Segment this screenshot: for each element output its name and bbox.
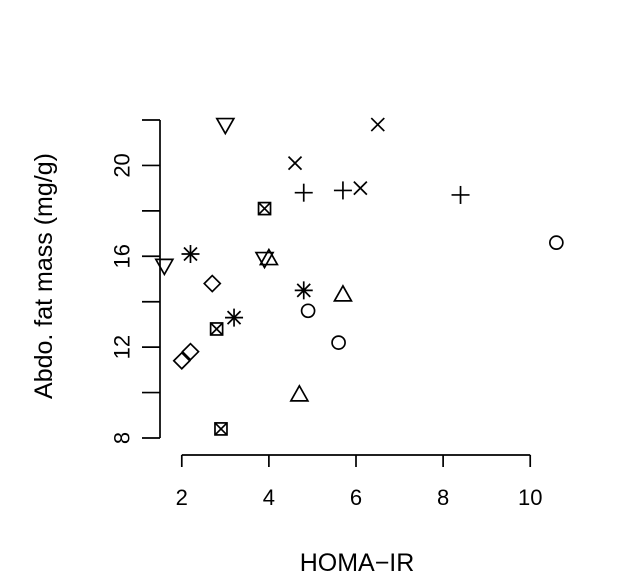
data-point-triangle-down <box>215 117 236 136</box>
x-axis-title: HOMA−IR <box>300 549 415 577</box>
data-point-boxed-x <box>214 422 228 436</box>
data-point-asterisk <box>181 245 200 264</box>
data-point-triangle-up <box>332 284 353 302</box>
data-point-cross <box>370 117 385 132</box>
data-point-boxed-x <box>257 201 272 216</box>
x-tick-label: 4 <box>263 485 275 510</box>
x-tick-label: 6 <box>350 485 362 510</box>
data-point-asterisk <box>294 281 313 300</box>
data-point-diamond <box>203 274 222 293</box>
data-points <box>154 117 564 436</box>
y-tick-label: 16 <box>110 244 135 268</box>
x-tick-label: 8 <box>437 485 449 510</box>
data-point-diamond <box>181 342 200 361</box>
data-point-diamond <box>172 351 191 370</box>
y-tick-label: 8 <box>110 432 135 444</box>
data-point-plus <box>333 181 352 200</box>
data-point-circle <box>300 303 316 319</box>
data-point-triangle-down <box>254 251 275 270</box>
data-point-boxed-x <box>209 322 224 336</box>
y-tick-label: 20 <box>110 153 135 177</box>
data-point-triangle-down <box>154 258 175 277</box>
data-point-circle <box>549 235 564 251</box>
data-point-cross <box>287 156 303 171</box>
data-point-circle <box>331 335 346 350</box>
data-point-asterisk <box>225 308 244 327</box>
data-point-triangle-up <box>258 247 279 266</box>
data-point-plus <box>294 183 313 202</box>
x-tick-label: 2 <box>176 485 188 510</box>
data-point-cross <box>353 181 368 196</box>
data-point-triangle-up <box>289 384 310 402</box>
data-point-plus <box>451 185 470 204</box>
y-axis-title: Abdo. fat mass (mg/g) <box>30 153 58 399</box>
y-tick-label: 12 <box>110 335 135 359</box>
axes: 2 4 6 8 10 8 12 16 20 <box>110 119 542 510</box>
x-tick-label: 10 <box>518 485 542 510</box>
